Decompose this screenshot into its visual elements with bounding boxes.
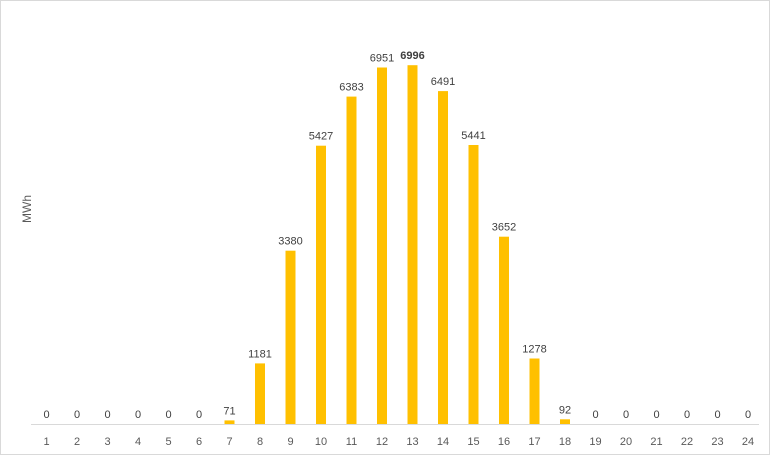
- x-tick-12: 12: [376, 436, 388, 448]
- bar-11: [346, 96, 357, 424]
- data-label-23: 0: [714, 409, 720, 421]
- x-tick-2: 2: [74, 436, 80, 448]
- bar-series: [224, 65, 570, 424]
- x-tick-15: 15: [467, 436, 479, 448]
- data-label-10: 5427: [309, 131, 333, 143]
- data-label-1: 0: [43, 409, 49, 421]
- x-tick-17: 17: [528, 436, 540, 448]
- x-tick-1: 1: [43, 436, 49, 448]
- data-label-16: 3652: [492, 222, 516, 234]
- x-tick-23: 23: [711, 436, 723, 448]
- x-tick-13: 13: [406, 436, 418, 448]
- data-label-24: 0: [745, 409, 751, 421]
- data-label-13: 6996: [400, 50, 424, 62]
- data-label-2: 0: [74, 409, 80, 421]
- x-tick-5: 5: [165, 436, 171, 448]
- x-tick-14: 14: [437, 436, 449, 448]
- data-label-4: 0: [135, 409, 141, 421]
- x-tick-16: 16: [498, 436, 510, 448]
- bar-7: [224, 420, 235, 424]
- x-tick-3: 3: [104, 436, 110, 448]
- x-tick-18: 18: [559, 436, 571, 448]
- x-tick-4: 4: [135, 436, 141, 448]
- data-label-6: 0: [196, 409, 202, 421]
- x-tick-24: 24: [742, 436, 754, 448]
- data-label-3: 0: [104, 409, 110, 421]
- data-labels: 0 0 0 0 0 0 71 1181 3380 5427 6383 6951 6996 6491 5441…: [43, 50, 751, 421]
- data-label-14: 6491: [431, 76, 455, 88]
- x-tick-19: 19: [589, 436, 601, 448]
- y-axis-label: MWh: [20, 195, 34, 223]
- bar-14: [438, 91, 448, 424]
- data-label-19: 0: [592, 409, 598, 421]
- data-label-20: 0: [623, 409, 629, 421]
- x-tick-8: 8: [257, 436, 263, 448]
- data-label-5: 0: [165, 409, 171, 421]
- bar-10: [316, 145, 326, 424]
- x-axis-tick-labels: 1 2 3 4 5 6 7 8 9 10 11 12 13 14 15 16 17 18 19 20 21 22 23 24: [43, 436, 754, 448]
- x-tick-10: 10: [315, 436, 327, 448]
- bar-12: [377, 67, 387, 424]
- bar-13: [407, 65, 418, 424]
- data-label-12: 6951: [370, 53, 394, 65]
- data-label-11: 6383: [339, 82, 363, 94]
- bar-8: [255, 363, 265, 424]
- x-tick-20: 20: [620, 436, 632, 448]
- bar-15: [468, 145, 479, 424]
- bar-17: [529, 358, 540, 424]
- bar-18: [560, 419, 570, 424]
- data-label-8: 1181: [248, 348, 272, 360]
- x-tick-7: 7: [226, 436, 232, 448]
- x-tick-9: 9: [287, 436, 293, 448]
- x-tick-22: 22: [681, 436, 693, 448]
- x-tick-6: 6: [196, 436, 202, 448]
- bar-9: [285, 250, 296, 424]
- data-label-18: 92: [559, 404, 571, 416]
- x-tick-11: 11: [346, 436, 357, 448]
- data-label-17: 1278: [522, 344, 546, 356]
- x-tick-21: 21: [650, 436, 662, 448]
- data-label-21: 0: [653, 409, 659, 421]
- data-label-22: 0: [684, 409, 690, 421]
- data-label-9: 3380: [278, 236, 302, 248]
- data-label-7: 71: [223, 405, 235, 417]
- data-label-15: 5441: [461, 130, 485, 142]
- bar-16: [499, 236, 509, 424]
